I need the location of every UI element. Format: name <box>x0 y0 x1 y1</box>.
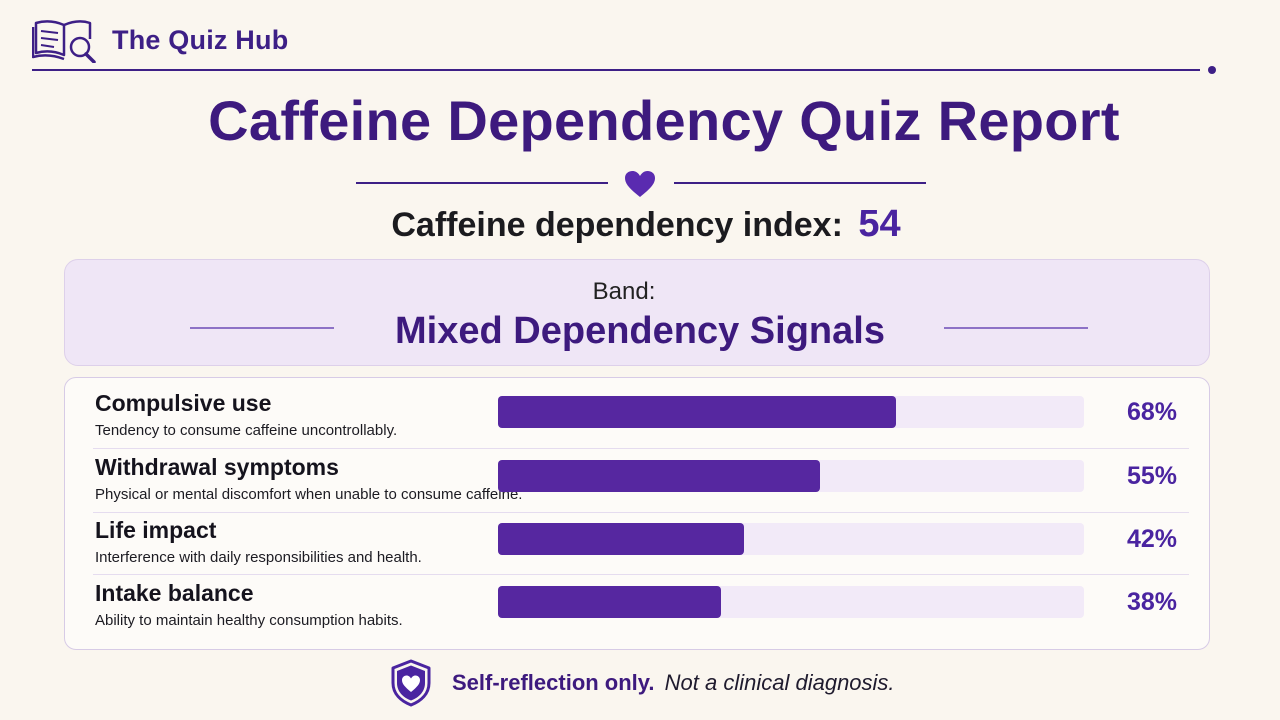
metric-percent: 38% <box>1126 588 1177 616</box>
metric-bar-fill <box>498 460 821 492</box>
band-card: Band: Mixed Dependency Signals <box>64 259 1210 366</box>
metric-bar-track <box>498 460 1084 492</box>
metric-percent: 55% <box>1126 462 1177 490</box>
metric-title: Life impact <box>95 517 217 543</box>
metric-bar-track <box>498 523 1084 555</box>
metric-description: Ability to maintain healthy consumption … <box>95 612 403 629</box>
metric-row-life-impact: Life impact Interference with daily resp… <box>65 505 1209 567</box>
metric-bar-track <box>498 396 1084 428</box>
metric-title: Withdrawal symptoms <box>95 454 339 480</box>
metric-bar-fill <box>498 396 897 428</box>
metric-row-compulsive-use: Compulsive use Tendency to consume caffe… <box>65 378 1209 440</box>
disclaimer: Self-reflection only. Not a clinical dia… <box>390 659 895 707</box>
book-magnifier-icon <box>32 20 96 63</box>
metric-title: Compulsive use <box>95 390 272 416</box>
app-header: The Quiz Hub <box>32 16 288 64</box>
band-label: Band: <box>592 278 656 305</box>
index-value: 54 <box>858 203 901 245</box>
band-name: Mixed Dependency Signals <box>395 310 885 352</box>
disclaimer-note: Not a clinical diagnosis. <box>664 670 895 695</box>
brand-name: The Quiz Hub <box>112 24 289 55</box>
header-rule-dot <box>1208 66 1216 74</box>
header-rule <box>32 69 1200 71</box>
metric-row-withdrawal-symptoms: Withdrawal symptoms Physical or mental d… <box>65 442 1209 504</box>
page-title: Caffeine Dependency Quiz Report <box>208 89 1120 152</box>
metric-separator <box>93 448 1189 449</box>
heart-icon <box>625 171 655 197</box>
metrics-card: Compulsive use Tendency to consume caffe… <box>64 377 1210 650</box>
metric-bar-fill <box>498 523 745 555</box>
index-label: Caffeine dependency index: <box>391 206 843 244</box>
title-divider-right <box>674 182 926 184</box>
metric-title: Intake balance <box>95 580 254 606</box>
metric-description: Interference with daily responsibilities… <box>95 549 422 566</box>
shield-heart-icon <box>391 659 431 707</box>
band-line-right <box>944 327 1088 329</box>
metric-percent: 68% <box>1126 398 1177 426</box>
band-line-left <box>190 327 334 329</box>
metric-bar-track <box>498 586 1084 618</box>
metric-description: Physical or mental discomfort when unabl… <box>95 486 523 503</box>
metric-row-intake-balance: Intake balance Ability to maintain healt… <box>65 568 1209 630</box>
title-divider-left <box>356 182 608 184</box>
metric-description: Tendency to consume caffeine uncontrolla… <box>95 422 398 439</box>
metric-percent: 42% <box>1126 525 1177 553</box>
dependency-index: Caffeine dependency index: 54 <box>0 203 1280 246</box>
disclaimer-strong: Self-reflection only. <box>452 670 655 695</box>
metric-bar-fill <box>498 586 721 618</box>
metric-separator <box>93 512 1189 513</box>
metric-separator <box>93 574 1189 575</box>
disclaimer-text: Self-reflection only. Not a clinical dia… <box>452 670 895 696</box>
